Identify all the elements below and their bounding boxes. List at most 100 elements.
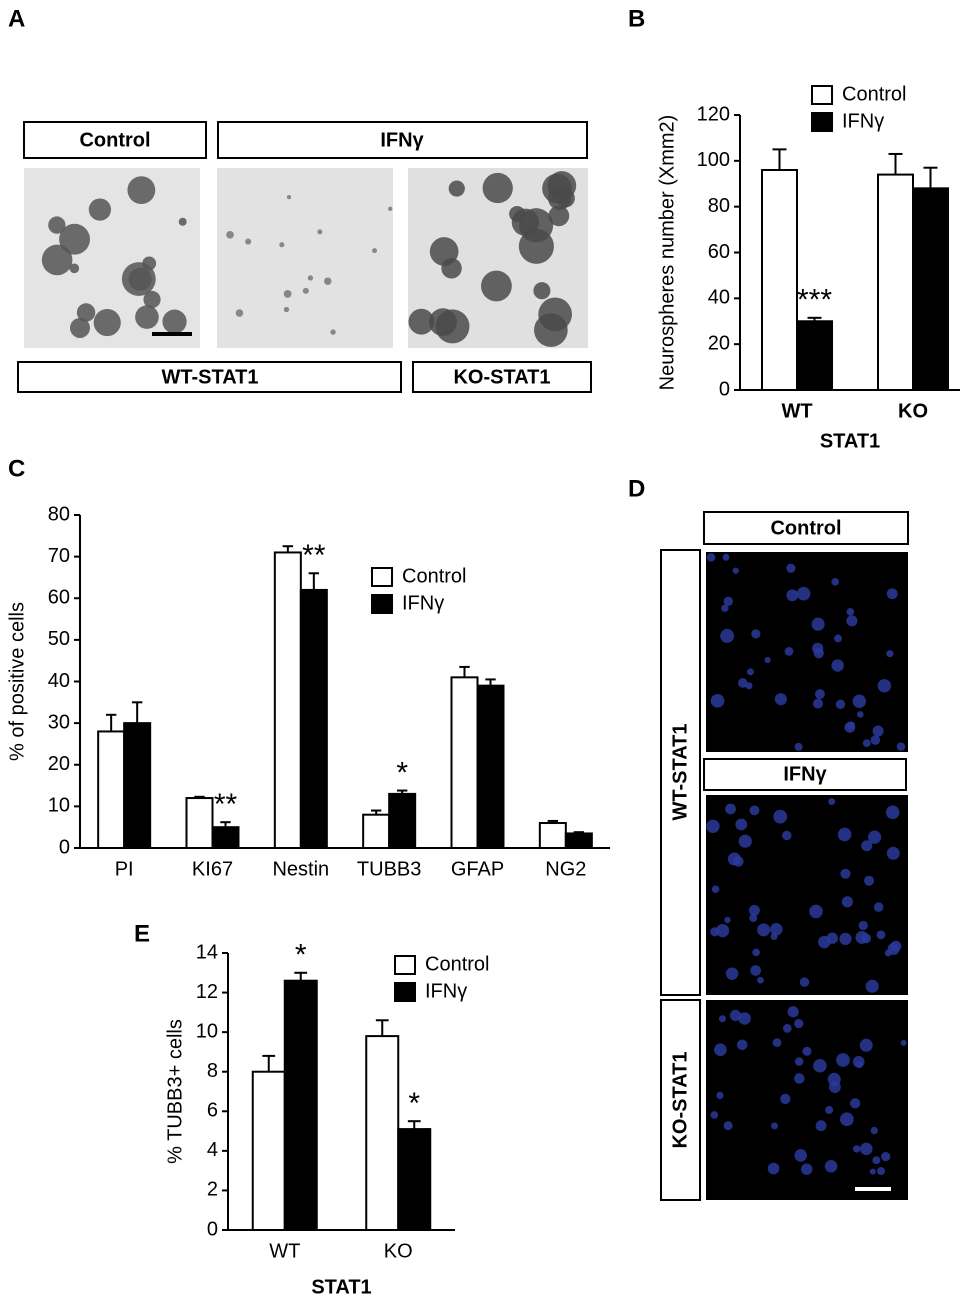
cell: [828, 798, 836, 806]
y-tick-label: 2: [207, 1179, 218, 1201]
x-axis-label: STAT1: [311, 1276, 371, 1298]
y-tick-label: 0: [207, 1218, 218, 1240]
cell: [794, 1073, 805, 1084]
cell: [441, 258, 462, 279]
y-tick-label: 40: [48, 670, 70, 692]
label-box: [703, 758, 907, 791]
cell: [746, 668, 754, 676]
bar: [877, 173, 914, 391]
cell: [877, 679, 892, 693]
label-box: [217, 121, 588, 159]
cell: [752, 948, 760, 957]
cell: [408, 308, 435, 335]
cell: [861, 933, 872, 944]
image-label: IFNγ: [380, 129, 424, 151]
cell: [41, 244, 73, 276]
x-tick-label: KI67: [192, 858, 233, 880]
label-box: [412, 361, 592, 393]
y-tick-label: 20: [708, 332, 730, 354]
bar: [273, 551, 302, 850]
y-tick-label: 0: [59, 836, 70, 858]
cell: [706, 819, 720, 833]
cell: [767, 1162, 780, 1175]
cell: [870, 735, 881, 745]
significance: **: [214, 788, 238, 821]
bar: [211, 826, 240, 849]
cell: [846, 615, 858, 627]
cell: [869, 1168, 876, 1175]
cell: [846, 607, 855, 616]
cell: [896, 742, 906, 751]
bar: [365, 1035, 400, 1231]
cell: [770, 922, 783, 936]
y-tick-label: 40: [708, 287, 730, 309]
cell: [724, 916, 731, 924]
legend-swatch: [394, 982, 416, 1002]
y-tick-label: 12: [196, 981, 218, 1003]
cell: [860, 1142, 873, 1156]
cell: [729, 1009, 742, 1021]
cell: [786, 589, 799, 602]
x-tick-label: NG2: [545, 858, 586, 880]
image-label: Control: [770, 517, 841, 539]
y-tick-label: 10: [48, 795, 70, 817]
cell: [76, 303, 96, 322]
cell: [70, 317, 90, 338]
cell: [864, 875, 875, 886]
x-tick-label: GFAP: [451, 858, 504, 880]
cell: [859, 1038, 873, 1052]
cell: [876, 1167, 886, 1176]
cell: [852, 694, 867, 708]
cell: [710, 693, 725, 708]
legend-label: IFNγ: [425, 980, 467, 1002]
cell: [93, 308, 121, 337]
cell: [738, 834, 752, 848]
cell: [774, 693, 787, 706]
cell: [143, 290, 161, 309]
cell: [720, 628, 735, 643]
cell: [162, 309, 187, 334]
cell: [283, 289, 292, 298]
cell: [750, 965, 761, 976]
y-axis-label: % of positive cells: [6, 602, 28, 761]
label-box: [703, 511, 909, 545]
cell: [749, 914, 758, 923]
cell: [857, 711, 864, 718]
cell: [825, 1105, 834, 1114]
cell: [794, 1018, 804, 1029]
y-tick-label: 14: [196, 941, 218, 963]
bar: [185, 797, 214, 849]
cell: [884, 949, 892, 957]
cell: [815, 1120, 827, 1132]
y-tick-label: 70: [48, 545, 70, 567]
cell: [518, 228, 554, 264]
cell: [813, 698, 824, 709]
legend-swatch: [394, 955, 416, 975]
cell: [844, 721, 856, 733]
cell: [885, 805, 900, 820]
legend-label: Control: [402, 565, 466, 587]
cell: [886, 588, 898, 600]
cell: [723, 1121, 733, 1131]
cell: [737, 678, 748, 688]
y-tick-label: 6: [207, 1100, 218, 1122]
cell: [725, 803, 736, 815]
label-box: [17, 361, 402, 393]
cell: [710, 1111, 719, 1119]
cell: [738, 1012, 751, 1025]
cell: [733, 856, 744, 867]
cell: [800, 1163, 813, 1175]
image-label: KO-STAT1: [453, 366, 550, 388]
significance: *: [396, 756, 408, 789]
scale-bar: [152, 332, 192, 336]
micrograph: [706, 552, 908, 752]
cell: [872, 1156, 881, 1165]
cell: [834, 634, 842, 643]
y-tick-label: 8: [207, 1060, 218, 1082]
cell: [811, 617, 825, 631]
bar: [912, 187, 949, 391]
cell: [840, 868, 851, 879]
cell: [735, 818, 748, 831]
cell: [764, 656, 771, 664]
